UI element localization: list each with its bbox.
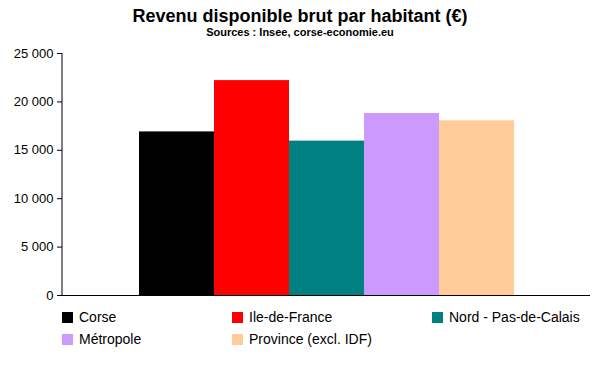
html-text:Province (excl. IDF): Province (excl. IDF) [249, 331, 372, 347]
html-text:Sources : Insee, corse-economi: Sources : Insee, corse-economie.eu [206, 26, 394, 38]
svg-text:5 000: 5 000 [21, 239, 54, 254]
svg-text:15 000: 15 000 [14, 142, 54, 157]
html-text:Corse: Corse [79, 309, 117, 325]
svg-text:0: 0 [46, 288, 53, 303]
svg-text:10 000: 10 000 [14, 191, 54, 206]
html-text:Métropole: Métropole [79, 331, 142, 347]
svg-text:20 000: 20 000 [14, 94, 54, 109]
html-text:Ile-de-France: Ile-de-France [249, 309, 333, 325]
html-text:Nord - Pas-de-Calais: Nord - Pas-de-Calais [449, 309, 580, 325]
svg-text:25 000: 25 000 [14, 46, 54, 61]
html-text:Revenu disponible brut par hab: Revenu disponible brut par habitant (€) [132, 6, 468, 26]
